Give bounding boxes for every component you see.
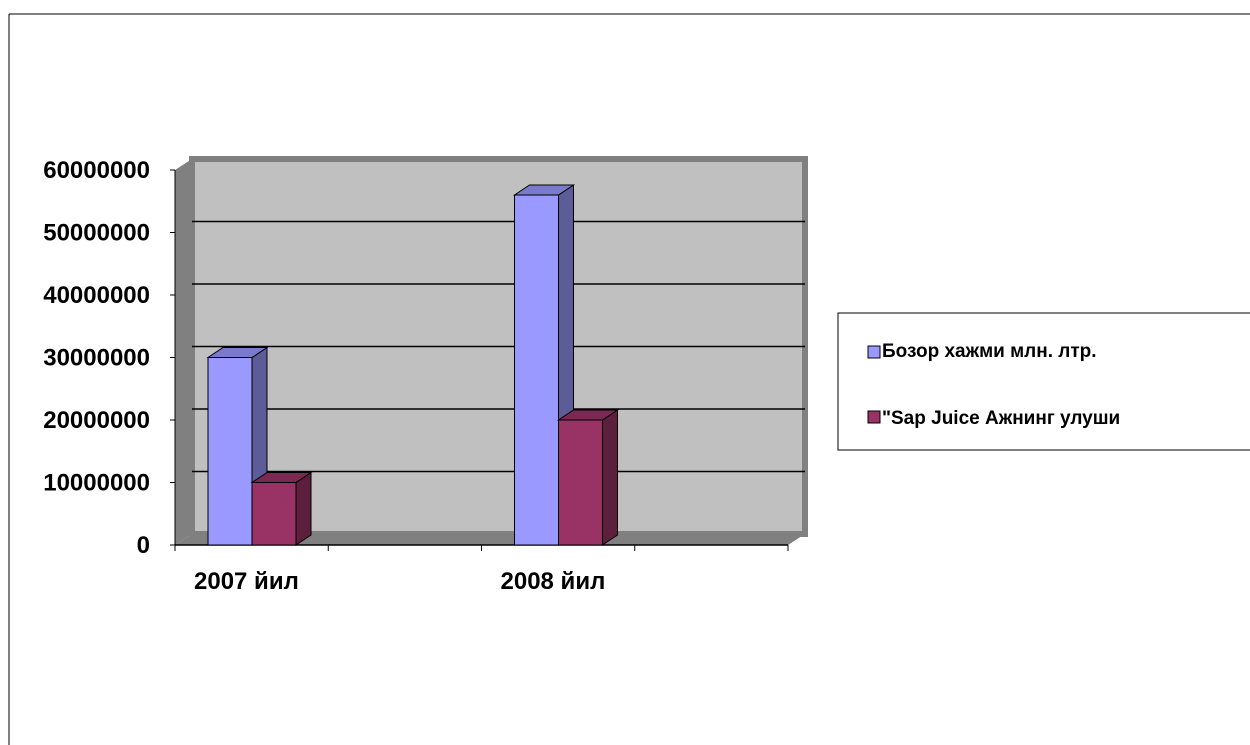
y-tick-label: 0: [137, 532, 150, 559]
bar-side: [295, 471, 312, 546]
bar-front: [558, 419, 603, 546]
floor: [175, 534, 805, 545]
gridlines: [192, 220, 805, 473]
chart-frame: [8, 13, 1250, 745]
bar-front: [251, 482, 297, 546]
side-wall: [175, 159, 192, 545]
y-tick-label: 30000000: [43, 345, 150, 372]
bar-front: [207, 357, 253, 546]
legend: Бозор хажми млн. лтр. "Sap Juice Ажнинг …: [837, 312, 1250, 451]
y-axis-labels: 0 10000000 20000000 30000000 40000000 5000000…: [43, 157, 150, 559]
y-tick-label: 20000000: [43, 407, 150, 434]
y-tick-label: 10000000: [43, 470, 150, 497]
bar-series-2-2: [556, 409, 620, 546]
x-tick-label: 2007 йил: [194, 568, 299, 595]
bar-series-2-1: [250, 471, 313, 546]
bars: [206, 184, 620, 546]
bar-side: [602, 409, 618, 546]
bar-top: [512, 184, 576, 196]
bar-series-1-1: [206, 346, 269, 546]
y-tick-label: 50000000: [43, 220, 150, 247]
legend-box: [837, 312, 1250, 451]
y-tick-label: 60000000: [43, 157, 150, 184]
legend-label-series-2: "Sap Juice Ажнинг улуши: [882, 408, 1120, 429]
bar-top: [556, 409, 620, 421]
bar-top: [250, 472, 313, 483]
x-axis-labels: 2007 йил 2008 йил: [194, 568, 605, 595]
x-tick-label: 2008 йил: [501, 568, 606, 595]
legend-swatch-series-2: [867, 410, 881, 424]
legend-label-series-1: Бозор хажми млн. лтр.: [882, 341, 1097, 362]
y-tick-label: 40000000: [43, 282, 150, 309]
legend-swatch-series-1: [867, 345, 881, 359]
bar-front: [514, 194, 559, 546]
plot-floor: [175, 534, 805, 545]
bar-top: [206, 347, 269, 358]
